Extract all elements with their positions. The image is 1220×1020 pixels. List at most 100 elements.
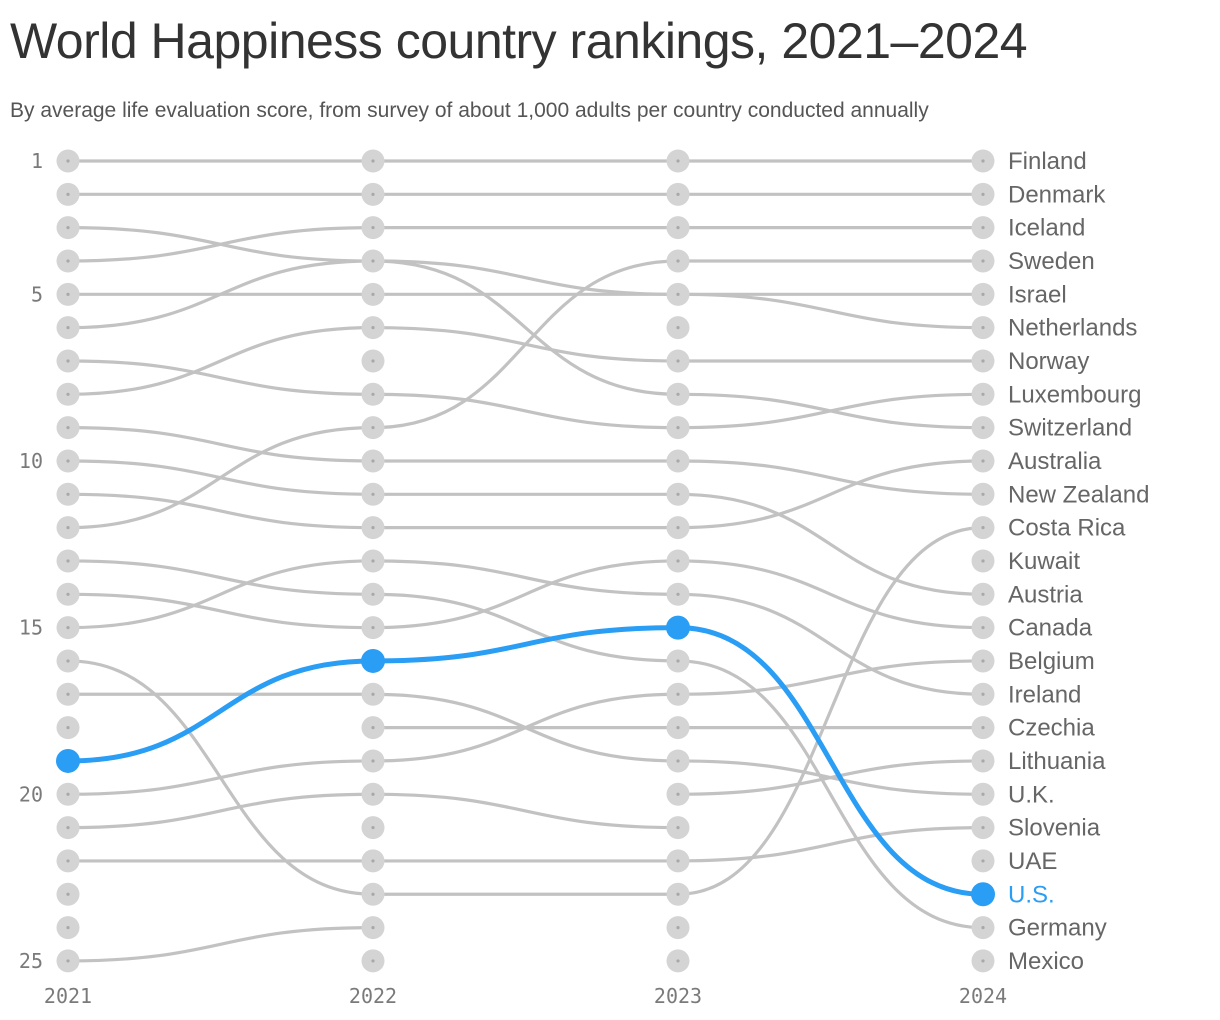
- rank-dot-center-2021-21: [66, 826, 70, 830]
- series-line-unlabeled-25-0: [66, 792, 375, 830]
- chart-subtitle: By average life evaluation score, from s…: [10, 99, 929, 122]
- series-line-germany-2: [676, 659, 985, 930]
- series-line-switzerland-0: [66, 226, 375, 263]
- country-label-new-zealand: New Zealand: [1008, 481, 1149, 508]
- country-label-kuwait: Kuwait: [1008, 548, 1080, 575]
- rank-dot-center-2023-11: [676, 492, 680, 496]
- rank-dot-center-2024-14: [981, 592, 985, 596]
- rank-dot-center-2021-6: [66, 326, 70, 330]
- rank-dot-center-2024-13: [981, 559, 985, 563]
- rank-dot-center-2021-10: [66, 459, 70, 463]
- series-line-u-s-1: [370, 625, 681, 664]
- rank-dot-center-2022-12: [371, 526, 375, 530]
- y-tick-25: 25: [19, 949, 43, 973]
- series-line-netherlands-1: [371, 259, 680, 296]
- rank-dot-center-2023-7: [676, 359, 680, 363]
- x-label-2022: 2022: [349, 984, 397, 1008]
- series-line-netherlands-2: [676, 292, 985, 330]
- rank-dot-center-2021-4: [66, 259, 70, 263]
- rank-dot-center-2021-18: [66, 726, 70, 730]
- rank-dot-center-2022-17: [371, 692, 375, 696]
- rank-dot-center-2022-19: [371, 759, 375, 763]
- rank-dot-center-2022-22: [371, 859, 375, 863]
- rank-dot-center-2021-9: [66, 426, 70, 430]
- rank-dot-center-2022-13: [371, 559, 375, 563]
- country-label-australia: Australia: [1008, 448, 1102, 475]
- rank-dot-center-2021-22: [66, 859, 70, 863]
- series-line-netherlands-0: [66, 259, 375, 330]
- rank-dot-center-2021-3: [66, 226, 70, 230]
- rank-dot-center-2022-15: [371, 626, 375, 630]
- series-line-u-k-2: [676, 759, 985, 796]
- rank-dot-center-2024-15: [981, 626, 985, 630]
- rank-dot-center-2023-8: [676, 392, 680, 396]
- rank-dot-center-2021-7: [66, 359, 70, 363]
- rank-dot-center-2023-17: [676, 692, 680, 696]
- series-line-canada-1: [371, 559, 680, 630]
- rank-dot-center-2022-4: [371, 259, 375, 263]
- rank-dot-center-2022-8: [371, 392, 375, 396]
- rank-dot-center-2023-1: [676, 159, 680, 163]
- country-label-switzerland: Switzerland: [1008, 415, 1132, 442]
- series-line-luxembourg-0: [66, 359, 375, 396]
- rank-dot-center-2023-13: [676, 559, 680, 563]
- y-tick-20: 20: [19, 782, 43, 806]
- rank-dot-center-2021-24: [66, 925, 70, 930]
- country-label-luxembourg: Luxembourg: [1008, 381, 1141, 408]
- rank-dot-center-2022-25: [371, 959, 375, 963]
- series-line-ireland-1: [371, 559, 680, 596]
- rank-dot-center-2021-12: [66, 526, 70, 530]
- series-line-costa-rica-2: [676, 526, 985, 896]
- series-line-canada-0: [66, 592, 375, 630]
- rank-dot-center-2021-14: [66, 592, 70, 596]
- rank-dot-center-2022-9: [371, 426, 375, 430]
- country-label-costa-rica: Costa Rica: [1008, 515, 1126, 542]
- rank-dot-center-2023-6: [676, 326, 680, 330]
- series-line-belgium-0: [66, 759, 375, 796]
- series-line-unlabeled-26-0: [66, 925, 375, 963]
- rank-dot-center-2021-13: [66, 559, 70, 563]
- series-line-switzerland-1: [371, 259, 680, 396]
- country-label-canada: Canada: [1008, 615, 1093, 642]
- rank-dot-center-2021-5: [66, 292, 70, 296]
- rank-dot-center-2023-21: [676, 826, 680, 830]
- country-label-uae: UAE: [1008, 848, 1057, 875]
- rank-dot-center-2022-11: [371, 492, 375, 496]
- country-label-netherlands: Netherlands: [1008, 315, 1137, 342]
- series-line-canada-2: [676, 559, 985, 630]
- rank-dot-center-2023-22: [676, 859, 680, 863]
- rank-dot-center-2024-5: [981, 292, 985, 296]
- rank-dot-center-2021-16: [66, 659, 70, 663]
- highlight-point-2023: [666, 615, 690, 640]
- country-label-u-s: U.S.: [1008, 881, 1055, 908]
- country-label-czechia: Czechia: [1008, 715, 1095, 742]
- rank-dot-center-2022-5: [371, 292, 375, 296]
- country-label-austria: Austria: [1008, 581, 1083, 608]
- country-label-mexico: Mexico: [1008, 948, 1084, 975]
- rank-dot-center-2022-14: [371, 592, 375, 596]
- country-labels: Finland Denmark Iceland Sweden Israel Netherl…: [1008, 148, 1149, 975]
- rank-dot-center-2024-19: [981, 759, 985, 763]
- series-line-luxembourg-1: [371, 392, 680, 430]
- rank-dot-center-2022-21: [371, 826, 375, 830]
- rank-dot-center-2023-25: [676, 959, 680, 963]
- rank-dot-center-2023-9: [676, 426, 680, 430]
- rank-dot-center-2024-12: [981, 526, 985, 530]
- rank-dot-center-2022-2: [371, 192, 375, 196]
- country-label-iceland: Iceland: [1008, 215, 1085, 242]
- rank-dot-center-2024-3: [981, 226, 985, 230]
- rank-dot-center-2021-20: [66, 792, 70, 796]
- rank-dots: [56, 149, 995, 973]
- rank-dot-center-2023-14: [676, 592, 680, 596]
- rank-dot-center-2023-19: [676, 759, 680, 763]
- rank-dot-center-2021-8: [66, 392, 70, 396]
- series-line-new-zealand-0: [66, 426, 375, 463]
- series-line-australia-2: [676, 459, 985, 530]
- rank-dot-center-2022-6: [371, 326, 375, 330]
- rank-dot-center-2023-20: [676, 792, 680, 796]
- series-line-austria-0: [66, 459, 375, 496]
- rank-dot-center-2024-7: [981, 359, 985, 363]
- x-label-2023: 2023: [654, 984, 702, 1008]
